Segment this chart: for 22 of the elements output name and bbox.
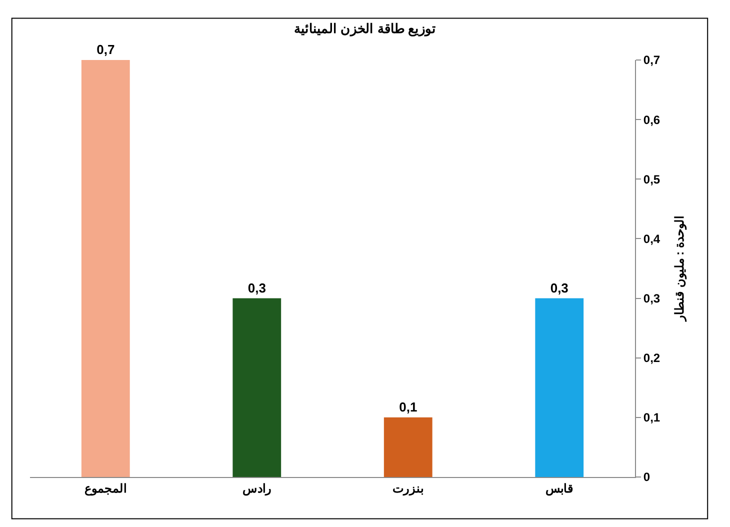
bar (232, 298, 282, 477)
data-label: 0,3 (550, 280, 568, 296)
y-tick-label: 0,5 (643, 172, 660, 186)
y-axis-title: الوحدة : مليون قنطار (672, 216, 688, 322)
bar (81, 60, 130, 477)
y-tick-label: 0 (643, 470, 650, 484)
data-label: 0,3 (248, 280, 266, 296)
y-tick-label: 0,3 (643, 291, 660, 306)
y-tick-label: 0,7 (643, 53, 660, 68)
y-tick-label: 0,4 (643, 232, 660, 246)
bar (384, 417, 432, 477)
y-tick-label: 0,2 (643, 351, 660, 366)
data-label: 0,7 (96, 42, 115, 57)
y-tick-label: 0,6 (643, 112, 660, 127)
y-tick-label: 0,1 (643, 410, 660, 425)
x-tick-label: المجموع (84, 481, 127, 496)
x-tick-label: رادس (242, 481, 272, 496)
bar (535, 298, 584, 477)
chart-title: توزيع طاقة الخزن المينائية (294, 20, 436, 37)
x-tick-label: بنزرت (392, 481, 424, 496)
x-tick-label: قابس (545, 481, 574, 496)
data-label: 0,1 (399, 399, 418, 414)
